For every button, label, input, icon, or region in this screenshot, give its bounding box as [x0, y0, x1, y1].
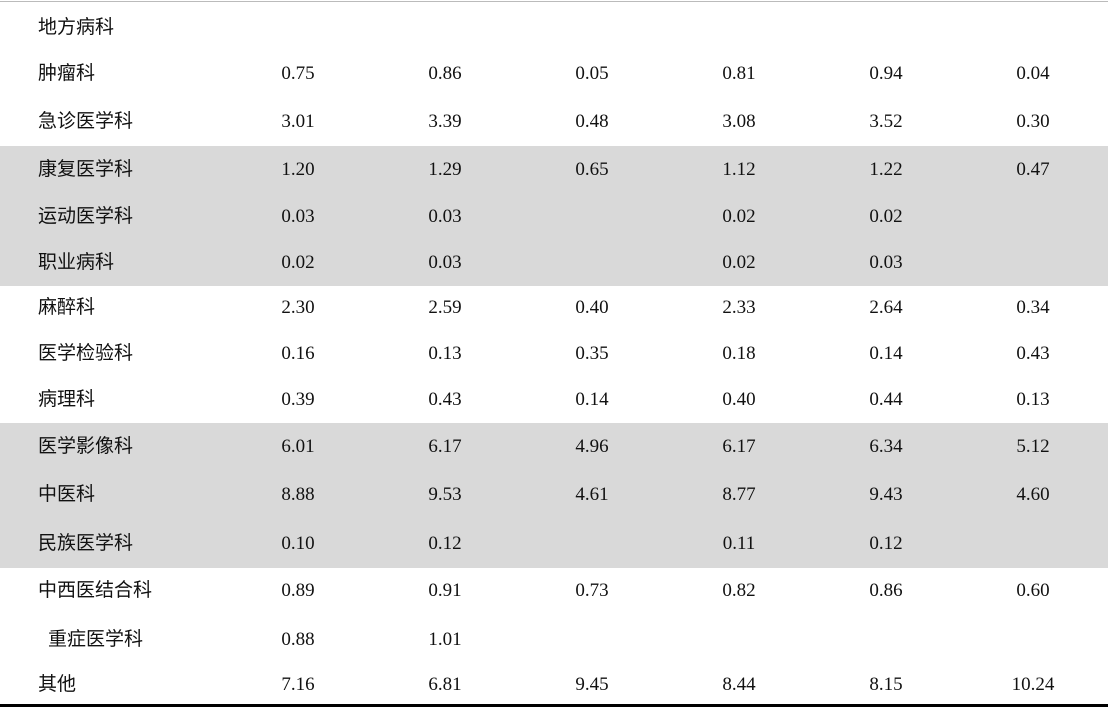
value-cell: 0.91 — [428, 580, 462, 601]
value-cell: 0.35 — [575, 343, 609, 364]
row-label: 肿瘤科 — [38, 63, 96, 84]
value-cell: 3.08 — [722, 111, 756, 132]
value-cell: 9.43 — [869, 484, 903, 505]
value-cell: 0.11 — [722, 533, 756, 554]
value-cell: 1.29 — [428, 159, 462, 180]
value-cell: 2.59 — [428, 297, 462, 318]
value-cell: 3.52 — [869, 111, 903, 132]
row-label: 职业病科 — [38, 252, 115, 273]
top-rule — [0, 1, 1108, 2]
value-cell: 0.88 — [281, 629, 315, 650]
row-label: 医学影像科 — [38, 436, 134, 457]
value-cell: 0.39 — [281, 389, 315, 410]
value-cell: 0.05 — [575, 63, 609, 84]
value-cell: 8.44 — [722, 674, 756, 695]
row-label: 麻醉科 — [38, 297, 96, 318]
value-cell: 0.13 — [1016, 389, 1050, 410]
value-cell: 1.01 — [428, 629, 462, 650]
value-cell: 1.20 — [281, 159, 315, 180]
value-cell: 0.03 — [281, 206, 315, 227]
value-cell: 0.16 — [281, 343, 315, 364]
value-cell: 2.30 — [281, 297, 315, 318]
value-cell: 0.40 — [722, 389, 756, 410]
value-cell: 8.15 — [869, 674, 903, 695]
value-cell: 0.34 — [1016, 297, 1050, 318]
value-cell: 0.12 — [869, 533, 903, 554]
value-cell: 0.03 — [428, 252, 462, 273]
value-cell: 4.61 — [575, 484, 609, 505]
value-cell: 10.24 — [1011, 674, 1055, 695]
value-cell: 0.03 — [428, 206, 462, 227]
value-cell: 1.12 — [722, 159, 756, 180]
value-cell: 0.75 — [281, 63, 315, 84]
value-cell: 0.40 — [575, 297, 609, 318]
value-cell: 0.02 — [722, 206, 756, 227]
value-cell: 6.81 — [428, 674, 462, 695]
value-cell: 7.16 — [281, 674, 315, 695]
value-cell: 0.02 — [722, 252, 756, 273]
value-cell: 6.34 — [869, 436, 903, 457]
value-cell: 5.12 — [1016, 436, 1050, 457]
value-cell: 0.47 — [1016, 159, 1050, 180]
value-cell: 6.01 — [281, 436, 315, 457]
value-cell: 9.45 — [575, 674, 609, 695]
row-label: 医学检验科 — [38, 343, 134, 364]
value-cell: 8.88 — [281, 484, 315, 505]
row-shading — [0, 146, 1108, 286]
value-cell: 0.04 — [1016, 63, 1050, 84]
row-label: 康复医学科 — [38, 159, 134, 180]
value-cell: 0.44 — [869, 389, 903, 410]
value-cell: 3.39 — [428, 111, 462, 132]
value-cell: 2.64 — [869, 297, 903, 318]
value-cell: 0.14 — [869, 343, 903, 364]
value-cell: 0.82 — [722, 580, 756, 601]
value-cell: 0.14 — [575, 389, 609, 410]
value-cell: 0.12 — [428, 533, 462, 554]
value-cell: 2.33 — [722, 297, 756, 318]
value-cell: 0.02 — [281, 252, 315, 273]
value-cell: 0.89 — [281, 580, 315, 601]
row-shading — [0, 423, 1108, 568]
value-cell: 0.94 — [869, 63, 903, 84]
value-cell: 6.17 — [722, 436, 756, 457]
value-cell: 0.43 — [428, 389, 462, 410]
value-cell: 0.10 — [281, 533, 315, 554]
value-cell: 0.86 — [428, 63, 462, 84]
value-cell: 0.13 — [428, 343, 462, 364]
row-label: 中西医结合科 — [38, 580, 153, 601]
row-label: 重症医学科 — [48, 629, 144, 650]
value-cell: 0.81 — [722, 63, 756, 84]
value-cell: 3.01 — [281, 111, 315, 132]
value-cell: 0.43 — [1016, 343, 1050, 364]
row-label: 其他 — [38, 674, 77, 695]
value-cell: 0.86 — [869, 580, 903, 601]
row-label: 急诊医学科 — [38, 111, 134, 132]
bottom-rule — [0, 704, 1108, 707]
value-cell: 0.73 — [575, 580, 609, 601]
value-cell: 0.48 — [575, 111, 609, 132]
value-cell: 0.03 — [869, 252, 903, 273]
value-cell: 4.96 — [575, 436, 609, 457]
value-cell: 8.77 — [722, 484, 756, 505]
value-cell: 6.17 — [428, 436, 462, 457]
value-cell: 0.65 — [575, 159, 609, 180]
value-cell: 1.22 — [869, 159, 903, 180]
value-cell: 0.60 — [1016, 580, 1050, 601]
value-cell: 4.60 — [1016, 484, 1050, 505]
value-cell: 0.18 — [722, 343, 756, 364]
row-label: 运动医学科 — [38, 206, 134, 227]
row-label: 地方病科 — [38, 17, 115, 38]
value-cell: 9.53 — [428, 484, 462, 505]
row-label: 民族医学科 — [38, 533, 134, 554]
row-label: 病理科 — [38, 389, 96, 410]
value-cell: 0.30 — [1016, 111, 1050, 132]
value-cell: 0.02 — [869, 206, 903, 227]
row-label: 中医科 — [38, 484, 96, 505]
